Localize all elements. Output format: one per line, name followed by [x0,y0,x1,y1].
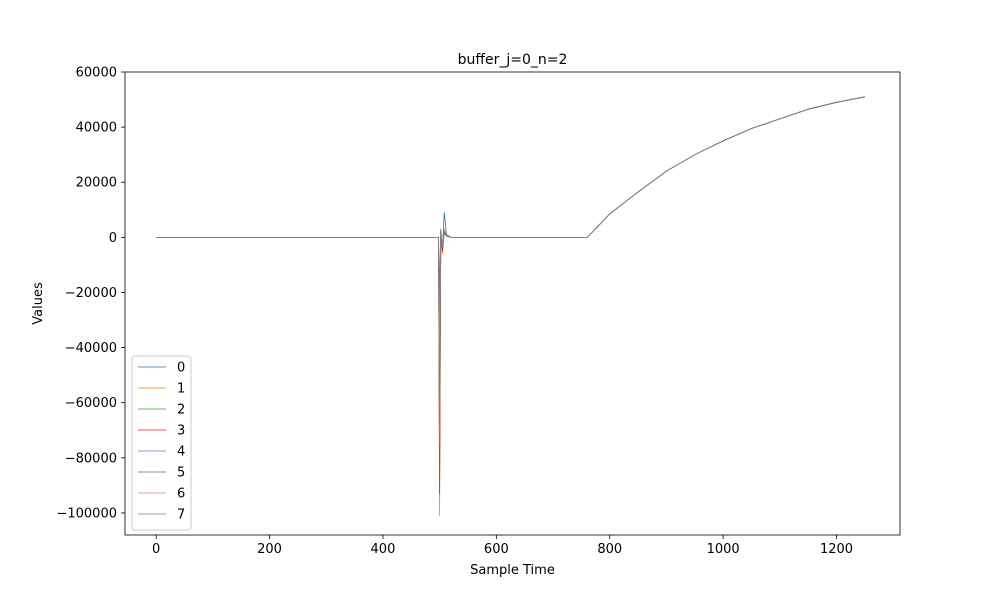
legend-label-1: 1 [177,382,185,397]
y-tick-label: 60000 [76,66,117,81]
legend-label-3: 3 [177,424,185,439]
y-tick-label: −60000 [65,396,117,411]
legend-label-6: 6 [177,487,185,502]
x-tick-label: 0 [152,542,160,557]
x-tick-label: 1000 [707,542,740,557]
y-tick-label: −80000 [65,451,117,466]
x-axis: 0 200 400 600 800 1000 1200 [152,535,853,557]
x-tick-label: 800 [597,542,622,557]
legend-label-4: 4 [177,445,185,460]
y-tick-label: −100000 [56,506,117,521]
series-3-line [156,96,865,495]
x-axis-label: Sample Time [470,563,555,578]
y-tick-label: −20000 [65,286,117,301]
series-1-line [156,96,865,517]
series-layer [156,96,865,517]
x-tick-label: 1200 [820,542,853,557]
legend-label-2: 2 [177,403,185,418]
legend-label-7: 7 [177,508,185,523]
y-axis: −100000 −80000 −60000 −40000 −20000 0 20000 400… [56,66,125,521]
series-2-line [156,96,865,321]
series-6-line [156,96,865,371]
y-tick-label: −40000 [65,341,117,356]
y-tick-label: 40000 [76,121,117,136]
series-4-line [156,96,865,349]
legend: 0 1 2 3 4 5 6 7 [131,355,192,531]
legend-box [131,355,192,531]
series-5-line [156,96,865,473]
y-tick-label: 20000 [76,176,117,191]
x-tick-label: 600 [484,542,509,557]
y-axis-label: Values [31,282,46,325]
series-7-line [156,96,865,445]
legend-label-5: 5 [177,466,185,481]
x-tick-label: 200 [257,542,282,557]
plot-frame [124,71,901,536]
chart-title: buffer_j=0_n=2 [458,52,568,68]
y-tick-label: 0 [109,231,117,246]
x-tick-label: 400 [371,542,396,557]
legend-label-0: 0 [177,361,185,376]
